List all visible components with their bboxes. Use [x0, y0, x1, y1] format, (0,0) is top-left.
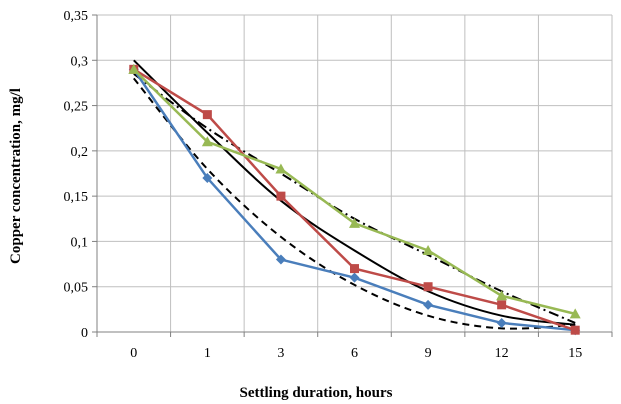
y-tick-label: 0,15 — [64, 190, 89, 205]
series-2-point — [570, 325, 580, 335]
series-1-line — [132, 68, 576, 332]
trendline-1 — [133, 77, 576, 330]
series-1-point — [349, 272, 360, 283]
series-2-point — [497, 300, 507, 310]
y-tick-label: 0,1 — [71, 235, 89, 250]
series-3-point — [422, 244, 434, 255]
series-3-point — [569, 308, 581, 319]
trendline-2 — [133, 59, 576, 326]
series-2-point — [202, 110, 212, 120]
plot-area — [96, 15, 612, 333]
series-1-point — [423, 299, 434, 310]
series-2-point — [423, 282, 433, 292]
series-1-point — [496, 317, 507, 328]
y-axis-title: Copper concentration, mg/l — [8, 88, 24, 264]
series-group — [128, 63, 581, 336]
series-3-point — [201, 136, 213, 147]
y-tick-label: 0 — [81, 326, 88, 341]
series-1-point — [275, 254, 286, 265]
series-1-point — [202, 173, 213, 184]
grid — [96, 14, 613, 333]
series-3-point — [128, 63, 140, 74]
y-tick-label: 0,05 — [64, 281, 89, 296]
series-3-point — [349, 217, 360, 228]
series-2-point — [350, 264, 359, 274]
x-tick-label: 6 — [351, 346, 358, 361]
x-axis: 0 1 3 6 9 12 15 — [96, 332, 613, 361]
series-2-line — [133, 68, 576, 332]
series-3-point — [496, 290, 508, 301]
x-tick-label: 9 — [425, 346, 432, 361]
x-tick-label: 1 — [204, 346, 211, 361]
series-3-point — [275, 163, 287, 174]
series-2-point — [276, 191, 286, 201]
y-tick-label: 0,35 — [64, 9, 89, 24]
y-tick-label: 0,2 — [71, 145, 89, 160]
x-axis-title: Settling duration, hours — [240, 385, 393, 401]
x-tick-label: 12 — [495, 346, 509, 361]
y-tick-label: 0,3 — [71, 54, 89, 69]
trendlines — [133, 59, 576, 330]
x-tick-label: 3 — [277, 346, 284, 361]
y-axis: 0 0,05 0,1 0,15 0,2 0,25 0,3 0,35 — [64, 9, 97, 341]
x-tick-label: 15 — [568, 346, 582, 361]
y-tick-label: 0,25 — [64, 100, 89, 115]
x-tick-label: 0 — [130, 346, 137, 361]
